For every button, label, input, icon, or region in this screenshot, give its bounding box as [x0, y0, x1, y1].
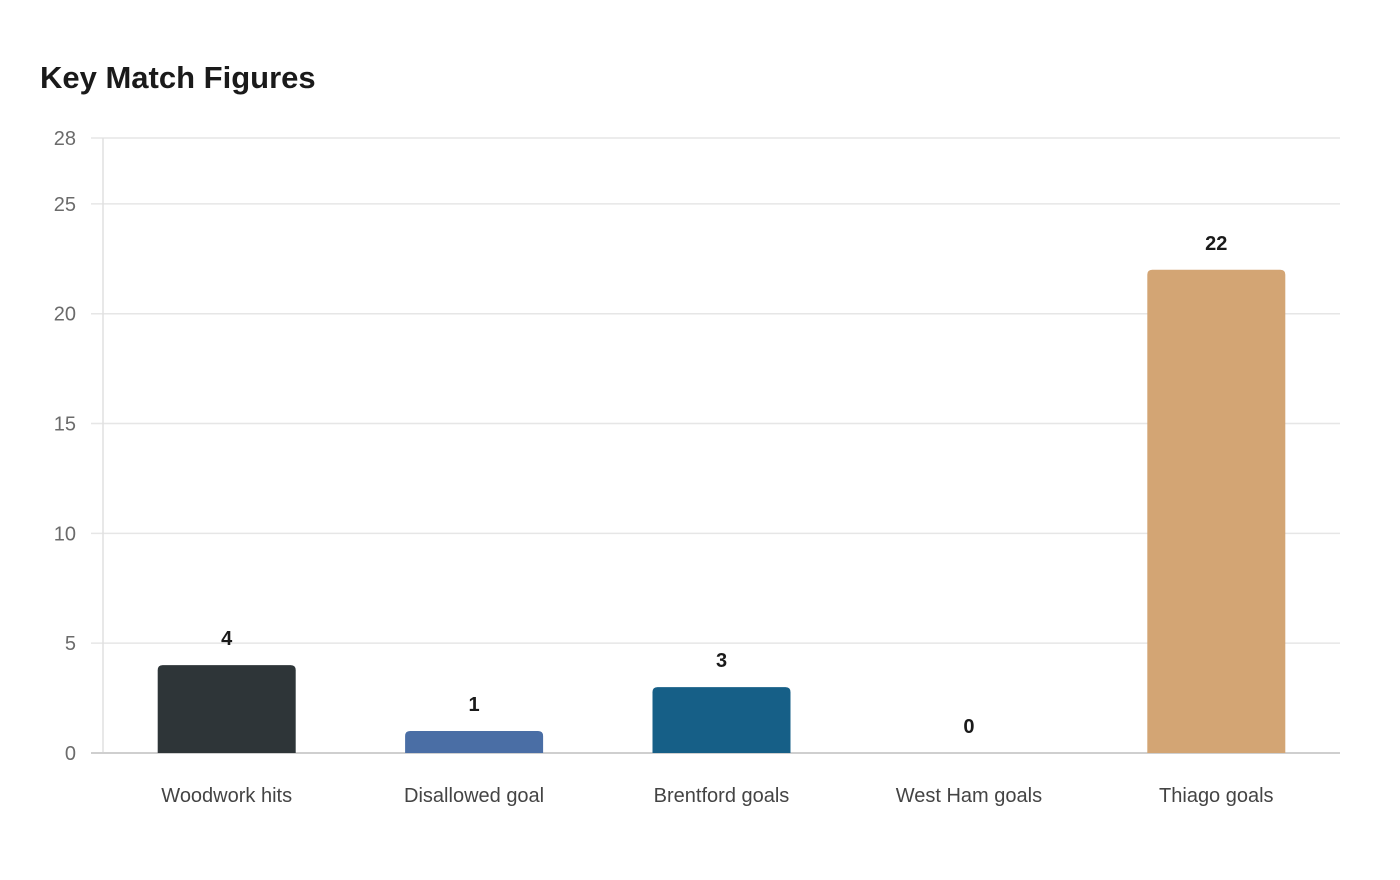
bars [157, 269, 1286, 753]
value-label: 4 [221, 628, 233, 650]
category-label: Thiago goals [1159, 785, 1274, 807]
y-tick-label: 5 [65, 633, 76, 655]
category-label: Woodwork hits [161, 785, 292, 807]
value-label: 1 [469, 694, 480, 716]
bar [157, 665, 296, 753]
y-tick-label: 25 [54, 194, 76, 216]
category-labels: Woodwork hits Disallowed goal Brentford go… [161, 785, 1273, 807]
category-label: West Ham goals [896, 785, 1042, 807]
category-label: Brentford goals [654, 785, 790, 807]
value-label: 0 [963, 716, 974, 738]
value-label: 22 [1205, 233, 1227, 255]
value-label: 3 [716, 650, 727, 672]
gridlines [91, 137, 1340, 644]
chart-title: Key Match Figures [40, 60, 316, 95]
y-tick-label: 0 [65, 743, 76, 765]
value-labels: 4 1 3 0 22 [221, 233, 1227, 738]
bar [405, 731, 544, 753]
y-tick-label: 28 [54, 128, 76, 150]
bar [1147, 269, 1286, 753]
y-tick-labels: 0 5 10 15 20 25 28 [54, 128, 76, 765]
category-label: Disallowed goal [404, 785, 544, 807]
y-tick-label: 10 [54, 523, 76, 545]
y-tick-label: 20 [54, 304, 76, 326]
bar [652, 687, 791, 753]
y-tick-label: 15 [54, 414, 76, 436]
